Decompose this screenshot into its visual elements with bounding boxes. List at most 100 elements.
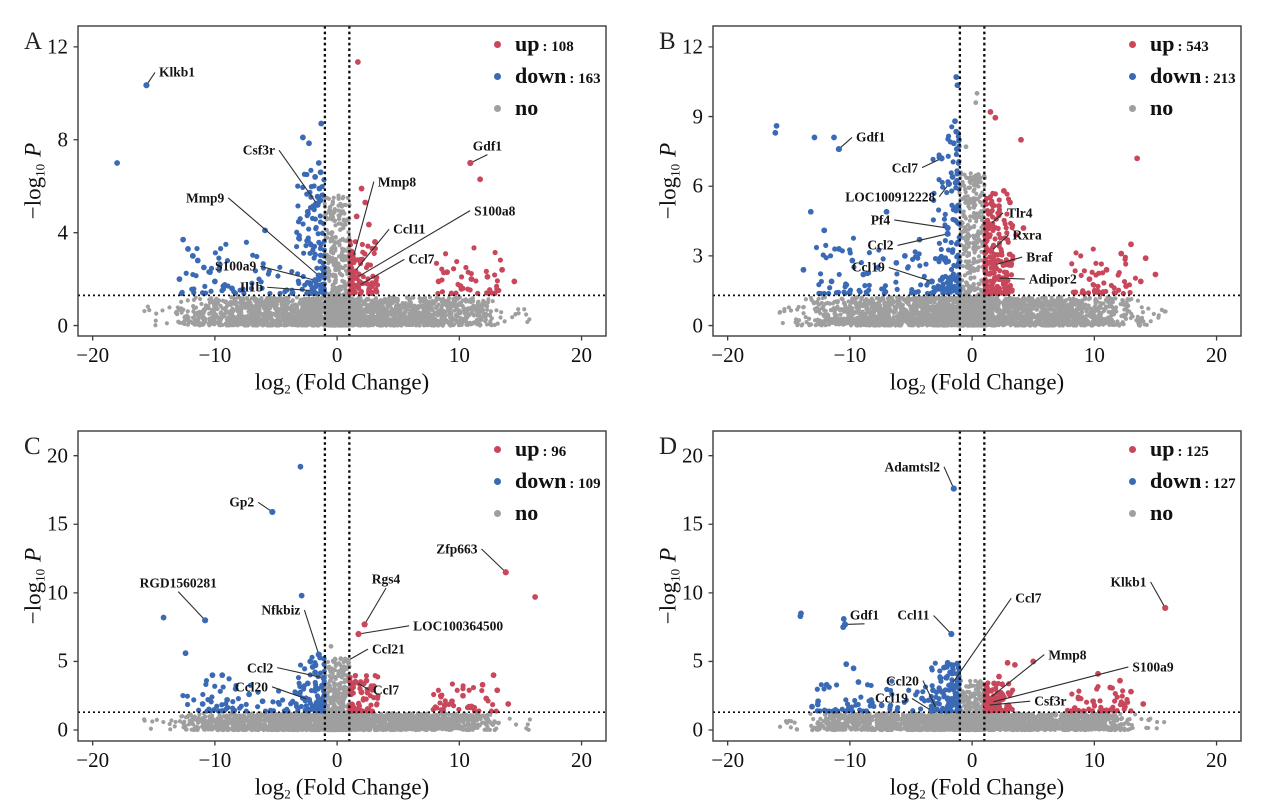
x-axis-title-post: (Fold Change): [295, 369, 430, 395]
legend-label-up: up: [1150, 436, 1175, 461]
volcano-canvas-C: [0, 405, 635, 810]
gene-label-Mmp9: Mmp9: [185, 190, 225, 206]
legend: up108 down163 no: [494, 31, 601, 121]
legend-row-up: up96: [494, 436, 601, 461]
y-tick-label: 5: [692, 648, 704, 673]
legend-row-down: down109: [494, 468, 601, 493]
y-tick-label: 20: [682, 443, 703, 468]
x-axis-title: log2 (Fold Change): [255, 371, 429, 396]
x-tick-label: 0: [331, 748, 343, 772]
legend-row-up: up543: [1129, 31, 1236, 56]
gene-label-Ccl19: Ccl19: [874, 690, 908, 706]
gene-label-Braf: Braf: [1026, 249, 1053, 265]
gene-label-Ccl19: Ccl19: [851, 259, 885, 275]
legend-row-no: no: [494, 96, 601, 120]
gene-label-Ccl20: Ccl20: [885, 672, 919, 688]
y-tick-label: 9: [692, 104, 704, 129]
gene-label-Tlr4: Tlr4: [1007, 205, 1033, 221]
x-tick-label: −10: [198, 343, 232, 367]
legend-row-down: down163: [494, 63, 601, 88]
legend-label-up: up: [1150, 31, 1175, 56]
legend-label-no: no: [515, 95, 539, 121]
x-tick-label: 10: [448, 748, 470, 772]
gene-label-Ccl7: Ccl7: [891, 159, 918, 175]
y-axis-title-sub: 10: [32, 163, 48, 177]
x-axis-title-sub: 2: [919, 381, 926, 397]
y-tick-label: 10: [682, 580, 703, 605]
x-axis-title-pre: log: [889, 774, 920, 800]
panel-c: C −log10P log2 (Fold Change) −20 −10 0 10 20 0 5 10…: [0, 405, 635, 810]
x-tick-label: −10: [198, 748, 232, 772]
gene-label-Ccl7: Ccl7: [372, 681, 400, 697]
gene-label-Gdf1: Gdf1: [856, 129, 886, 145]
x-tick-label: 0: [966, 343, 978, 367]
x-tick-label: 0: [966, 748, 978, 772]
gene-label-Ccl11: Ccl11: [393, 221, 426, 237]
x-axis-title-pre: log: [254, 774, 285, 800]
gene-label-Il1b: Il1b: [239, 279, 264, 295]
panel-letter: D: [659, 433, 678, 460]
legend-dot-no-icon: [1129, 509, 1136, 517]
legend-row-no: no: [494, 501, 601, 525]
x-tick-label: −20: [711, 343, 745, 367]
gene-label-Rxra: Rxra: [1012, 227, 1042, 243]
gene-label-Ccl7: Ccl7: [1015, 590, 1042, 606]
y-tick-label: 12: [682, 34, 703, 59]
legend-dot-up-icon: [494, 445, 501, 453]
y-tick-label: 4: [57, 220, 69, 245]
y-axis-title-sub: 10: [667, 163, 683, 177]
legend-row-no: no: [1129, 96, 1236, 120]
y-axis-title-var: P: [655, 547, 681, 562]
legend-label-no: no: [1150, 500, 1174, 526]
x-tick-label: −10: [833, 748, 867, 772]
gene-label-Mmp8: Mmp8: [1048, 646, 1087, 662]
x-tick-label: 10: [1083, 343, 1105, 367]
x-tick-label: −20: [76, 748, 110, 772]
legend-dot-no-icon: [1129, 104, 1136, 112]
x-axis-title-sub: 2: [919, 786, 926, 802]
legend-count-down: 163: [569, 71, 601, 88]
legend-row-up: up125: [1129, 436, 1236, 461]
volcano-canvas-A: [0, 0, 635, 405]
legend-dot-no-icon: [494, 509, 501, 517]
gene-label-LOC100364500: LOC100364500: [413, 618, 504, 634]
y-tick-label: 6: [692, 173, 704, 198]
gene-label-Mmp8: Mmp8: [377, 173, 417, 189]
y-axis-title: −log10 P: [656, 143, 683, 219]
y-axis-title-sub: 10: [32, 568, 48, 582]
legend-label-no: no: [1150, 95, 1174, 121]
y-axis-title-pre: −log: [655, 581, 681, 625]
x-tick-label: 20: [1206, 343, 1228, 367]
gene-label-Pf4: Pf4: [870, 212, 891, 228]
panel-letter: A: [24, 28, 43, 55]
legend-row-no: no: [1129, 501, 1236, 525]
y-tick-label: 0: [57, 313, 69, 338]
legend-dot-up-icon: [1129, 445, 1136, 453]
legend-count-down: 109: [569, 476, 601, 493]
panel-letter: C: [24, 433, 41, 460]
y-tick-label: 8: [57, 127, 69, 152]
gene-label-Gdf1: Gdf1: [849, 607, 880, 623]
gene-label-Ccl7: Ccl7: [408, 251, 435, 267]
gene-label-Nfkbiz: Nfkbiz: [261, 602, 301, 618]
gene-label-Ccl11: Ccl11: [897, 607, 930, 623]
volcano-canvas-B: [635, 0, 1270, 405]
legend-dot-up-icon: [1129, 40, 1136, 48]
y-axis-title-var: P: [20, 547, 46, 562]
gene-label-Gp2: Gp2: [229, 494, 255, 510]
x-axis-title: log2 (Fold Change): [890, 776, 1064, 801]
legend-dot-down-icon: [1129, 477, 1136, 485]
gene-label-Adipor2: Adipor2: [1028, 271, 1077, 287]
y-tick-label: 20: [47, 443, 68, 468]
y-tick-label: 5: [57, 648, 69, 673]
x-tick-label: 0: [331, 343, 343, 367]
y-axis-title-var: P: [20, 142, 46, 157]
gene-label-Ccl2: Ccl2: [867, 237, 894, 253]
y-tick-label: 15: [682, 511, 703, 536]
y-tick-label: 3: [692, 243, 704, 268]
legend-dot-down-icon: [1129, 72, 1136, 80]
legend-count-up: 108: [542, 39, 574, 56]
panel-a: A −log10P log2 (Fold Change) −20 −10 0 10 20 0 4 8 1…: [0, 0, 635, 405]
gene-label-Gdf1: Gdf1: [472, 137, 503, 153]
panel-letter: B: [659, 28, 676, 55]
